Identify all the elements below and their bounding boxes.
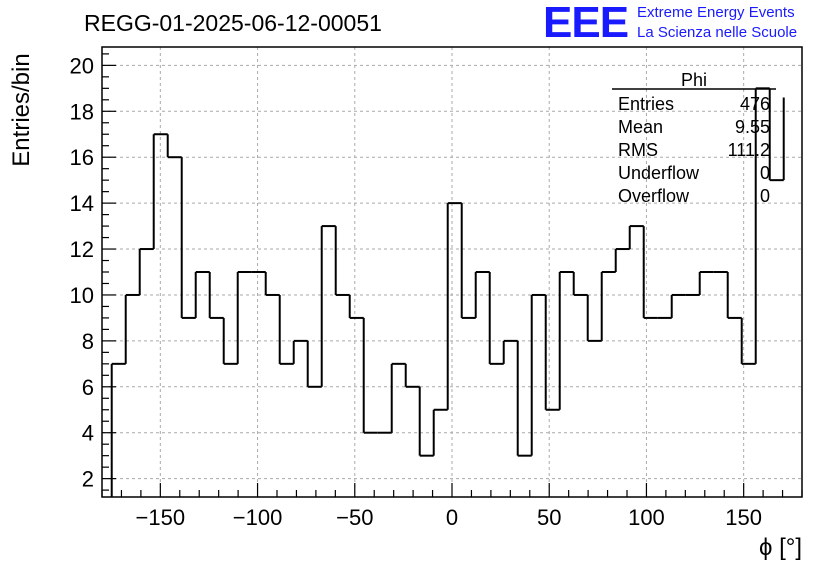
x-tick-label: −100 (233, 505, 283, 530)
y-tick-label: 12 (70, 237, 94, 262)
stats-value: 111.2 (728, 140, 770, 160)
y-tick-label: 14 (70, 191, 94, 216)
stats-value: 9.55 (735, 117, 770, 137)
y-tick-label: 8 (82, 329, 94, 354)
histogram-bars (110, 87, 785, 497)
x-axis-label: ϕ [°] (758, 534, 802, 561)
eee-logo: EEE (543, 0, 629, 47)
y-tick-label: 20 (70, 53, 94, 78)
stats-label: Mean (618, 117, 663, 137)
stats-value: 476 (740, 94, 770, 114)
x-tick-label: 150 (725, 505, 762, 530)
stats-value: 0 (760, 163, 770, 183)
stats-label: RMS (618, 140, 658, 160)
y-tick-label: 4 (82, 421, 94, 446)
y-tick-label: 2 (82, 467, 94, 492)
x-tick-label: 0 (446, 505, 458, 530)
x-tick-label: 100 (628, 505, 665, 530)
x-tick-label: 50 (537, 505, 561, 530)
stats-label: Underflow (618, 163, 700, 183)
x-tick-label: −150 (136, 505, 186, 530)
stats-title: Phi (681, 70, 707, 90)
y-tick-label: 10 (70, 283, 94, 308)
stats-label: Entries (618, 94, 674, 114)
x-tick-label: −50 (336, 505, 373, 530)
stats-box: Phi Entries 476 Mean 9.55 RMS 111.2 Underflow 0 O… (612, 70, 776, 206)
y-tick-label: 18 (70, 99, 94, 124)
stats-value: 0 (760, 186, 770, 206)
axis-ticks: −150 −100 −50 0 50 100 150 2 4 6 8 10 12 14 16 18 20 (70, 53, 803, 530)
chart-title: REGG-01-2025-06-12-00051 (84, 10, 382, 36)
logo-caption-line2: La Scienza nelle Scuole (637, 24, 798, 41)
y-tick-label: 6 (82, 375, 94, 400)
stats-label: Overflow (618, 186, 690, 206)
logo-caption-line1: Extreme Energy Events (637, 4, 795, 21)
y-tick-label: 16 (70, 145, 94, 170)
